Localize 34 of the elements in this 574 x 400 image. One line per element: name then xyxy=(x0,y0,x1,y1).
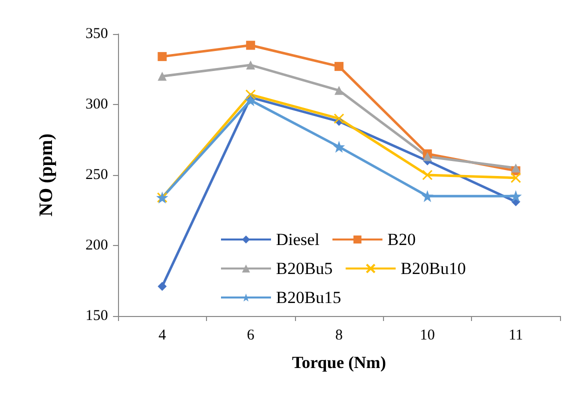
legend-label: Diesel xyxy=(276,230,320,249)
legend-label: B20 xyxy=(387,230,416,249)
legend-label: B20Bu10 xyxy=(400,259,466,278)
y-tick-label: 150 xyxy=(86,308,108,324)
point xyxy=(158,72,167,81)
point xyxy=(333,140,345,153)
y-tick-label: 200 xyxy=(86,238,108,254)
point xyxy=(510,190,522,202)
point xyxy=(245,89,256,100)
point xyxy=(422,152,432,162)
y-tick-label: 300 xyxy=(86,96,108,112)
point xyxy=(511,163,520,172)
legend-label: B20Bu5 xyxy=(276,259,333,278)
y-axis-title: NO (ppm) xyxy=(36,134,57,216)
point xyxy=(422,170,433,180)
x-tick-label: 4 xyxy=(158,328,166,344)
x-tick-label: 6 xyxy=(246,328,255,344)
point xyxy=(421,190,434,202)
x-axis-title: Torque (Nm) xyxy=(292,353,386,372)
point xyxy=(158,52,167,62)
point xyxy=(334,113,344,124)
point xyxy=(246,60,256,70)
x-tick-label: 8 xyxy=(335,328,343,344)
point xyxy=(334,62,344,71)
legend-label: B20Bu15 xyxy=(276,288,342,307)
y-tick-label: 250 xyxy=(86,167,108,183)
y-tick-label: 350 xyxy=(86,26,108,42)
point xyxy=(334,86,344,95)
point xyxy=(244,94,257,106)
point xyxy=(246,40,256,50)
point xyxy=(510,172,522,184)
point xyxy=(158,282,167,291)
x-tick-label: 10 xyxy=(420,328,435,344)
x-tick-label: 11 xyxy=(508,328,524,344)
